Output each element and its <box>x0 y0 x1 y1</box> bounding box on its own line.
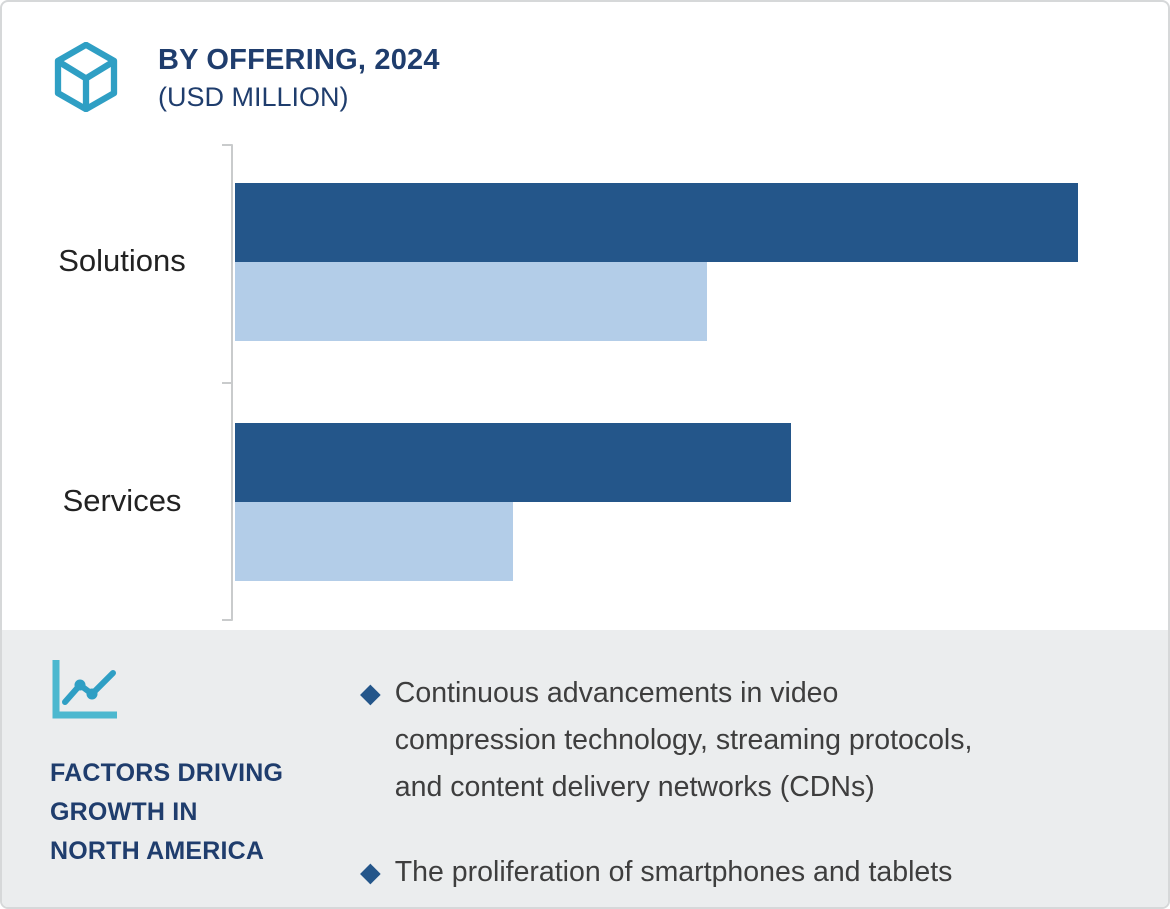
bar-plot-area <box>235 144 1078 621</box>
factors-bullet-list: ◆ Continuous advancements in video compr… <box>360 670 1150 907</box>
bar-solutions-dark <box>235 183 1078 262</box>
diamond-bullet-icon: ◆ <box>360 857 381 887</box>
hexagon-brand-logo-icon <box>54 42 118 112</box>
category-label-solutions: Solutions <box>58 243 186 278</box>
bar-services-dark <box>235 423 792 502</box>
category-axis-line <box>231 144 233 621</box>
factors-panel: FACTORS DRIVING GROWTH IN NORTH AMERICA … <box>2 630 1168 907</box>
bar-solutions-light <box>235 262 708 341</box>
diamond-bullet-icon: ◆ <box>360 678 381 708</box>
list-item: ◆ The proliferation of smartphones and t… <box>360 849 1150 896</box>
list-item: ◆ Continuous advancements in video compr… <box>360 670 1150 811</box>
chart-title: BY OFFERING, 2024 <box>158 44 440 76</box>
factors-heading: FACTORS DRIVING GROWTH IN NORTH AMERICA <box>50 759 284 865</box>
line-chart-icon <box>52 660 117 719</box>
axis-tick <box>222 382 232 384</box>
chart-title-block: BY OFFERING, 2024 (USD MILLION) <box>158 40 440 115</box>
axis-tick <box>222 619 232 621</box>
chart-subtitle: (USD MILLION) <box>158 82 349 113</box>
axis-tick <box>222 144 232 146</box>
category-label-services: Services <box>62 483 182 518</box>
factor-text: The proliferation of smartphones and tab… <box>394 856 953 888</box>
chart-header: BY OFFERING, 2024 (USD MILLION) <box>48 40 440 115</box>
bar-services-light <box>235 502 514 581</box>
factor-text: Continuous advancements in video compres… <box>394 677 973 803</box>
